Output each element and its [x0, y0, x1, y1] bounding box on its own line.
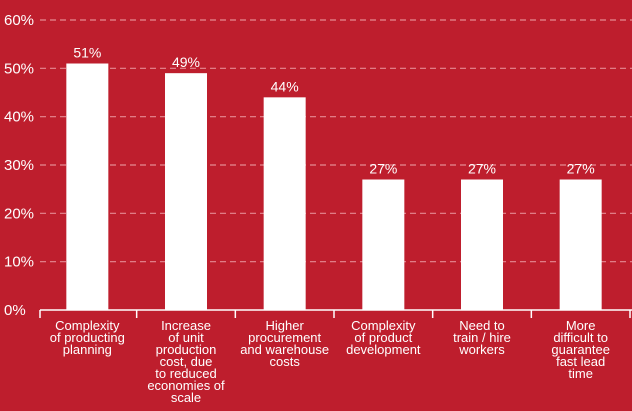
- bar: [362, 179, 405, 310]
- category-label: Complexity of producting planning: [50, 318, 125, 357]
- category-label: Complexity of product development: [346, 318, 421, 357]
- gridlines: [40, 19, 632, 263]
- data-label: 51%: [73, 45, 101, 61]
- category-label: Increase of unit production cost, due to red…: [147, 318, 225, 405]
- bar: [66, 63, 109, 310]
- bars: [66, 63, 602, 311]
- y-tick-label: 0%: [4, 302, 26, 319]
- data-label: 27%: [369, 161, 397, 177]
- bar: [461, 179, 503, 310]
- y-tick-label: 10%: [4, 254, 34, 271]
- category-label: Higher procurement and warehouse costs: [240, 318, 329, 369]
- bar: [263, 97, 306, 310]
- data-labels: 51% 49% 44% 27% 27% 27%: [73, 45, 594, 177]
- category-labels: Complexity of producting planning Increase o…: [50, 318, 610, 405]
- y-tick-label: 60%: [4, 12, 34, 29]
- category-label: More difficult to guarantee fast lead time: [551, 318, 610, 381]
- y-tick-label: 30%: [4, 157, 34, 174]
- data-label: 27%: [468, 161, 496, 177]
- x-axis: [39, 309, 632, 318]
- bar: [559, 179, 602, 310]
- data-label: 49%: [172, 54, 200, 70]
- category-label: Need to train / hire workers: [453, 318, 511, 357]
- bar: [165, 73, 207, 311]
- y-tick-label: 40%: [4, 109, 34, 126]
- y-axis-tick-labels: 0% 10% 20% 30% 40% 50% 60%: [4, 12, 34, 319]
- data-label: 44%: [271, 78, 299, 94]
- y-tick-label: 20%: [4, 205, 34, 222]
- data-label: 27%: [567, 161, 595, 177]
- y-tick-label: 50%: [4, 60, 34, 77]
